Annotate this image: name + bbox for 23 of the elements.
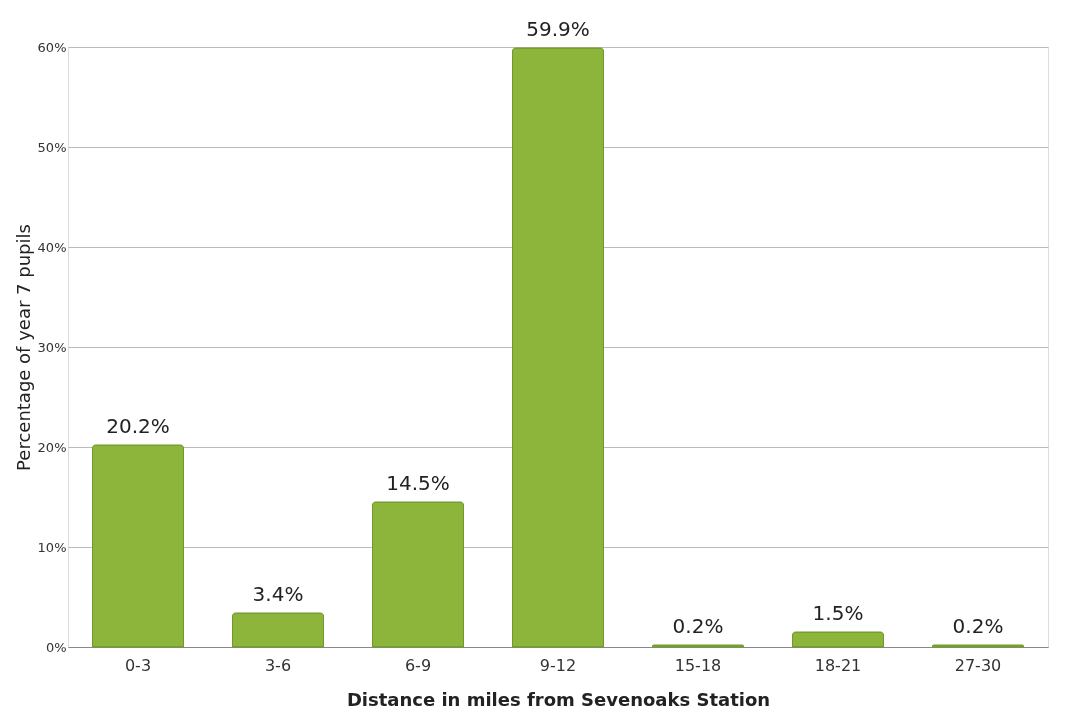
x-tick-label: 27-30: [954, 655, 1002, 675]
y-tick-label: 30%: [37, 339, 67, 355]
x-tick-label: 9-12: [539, 655, 577, 675]
y-tick-label: 60%: [37, 39, 67, 55]
data-label: 59.9%: [526, 17, 590, 41]
data-label: 20.2%: [106, 414, 170, 438]
y-tick-label: 40%: [37, 239, 67, 255]
y-tick-label: 0%: [45, 639, 67, 655]
x-tick-label: 3-6: [264, 655, 292, 675]
data-label: 0.2%: [672, 614, 724, 638]
y-tick-label: 10%: [37, 539, 67, 555]
x-tick-label: 6-9: [404, 655, 432, 675]
x-axis-title: Distance in miles from Sevenoaks Station: [346, 688, 771, 710]
y-axis-title: Percentage of year 7 pupils: [12, 224, 34, 471]
x-tick-label: 0-3: [124, 655, 152, 675]
y-tick-label: 50%: [37, 139, 67, 155]
x-tick-label: 15-18: [674, 655, 722, 675]
x-tick-label: 18-21: [814, 655, 862, 675]
data-label: 1.5%: [812, 601, 864, 625]
y-tick-label: 20%: [37, 439, 67, 455]
data-label: 0.2%: [952, 614, 1004, 638]
data-label: 3.4%: [252, 582, 304, 606]
data-label: 14.5%: [386, 471, 450, 495]
